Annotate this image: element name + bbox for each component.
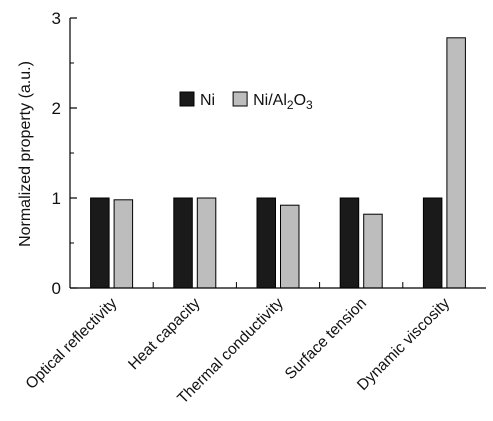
legend-label: Ni [200,92,215,109]
category-labels-group: Optical reflectivity Heat capacityThermal… [23,295,454,408]
bar-ni-al2o3-4 [363,213,383,289]
bars-group [90,37,466,289]
ticks-group: 0 1 2 3 [52,9,404,298]
bar-ni-4 [339,197,360,289]
category-label: Dynamic viscosity [354,295,453,394]
bar-ni-al2o3-5 [446,37,466,289]
y-tick-label: 1 [52,189,61,208]
category-label: Surface tension [282,295,370,383]
bar-ni-2 [173,197,193,289]
bar-ni-al2o3-2 [196,197,217,289]
y-tick-label: 3 [52,9,61,28]
bar-ni-al2o3-3 [280,204,300,289]
legend-swatch-ni [179,91,195,107]
category-label: Optical reflectivity [23,295,121,393]
y-axis-title: Normalized property (a.u.) [17,61,34,247]
y-tick-label: 0 [52,279,61,298]
legend-label: Ni/Al2O3 [253,92,313,112]
bar-ni-al2o3-1 [113,199,134,289]
bar-ni-3 [256,197,276,289]
legend: Ni Ni/Al2O3 [179,91,313,112]
category-label: Heat capacity [125,295,204,374]
legend-swatch-ni-al2o3 [232,91,248,107]
bar-ni-5 [422,197,443,289]
bar-ni-1 [90,197,110,289]
y-tick-label: 2 [52,99,61,118]
